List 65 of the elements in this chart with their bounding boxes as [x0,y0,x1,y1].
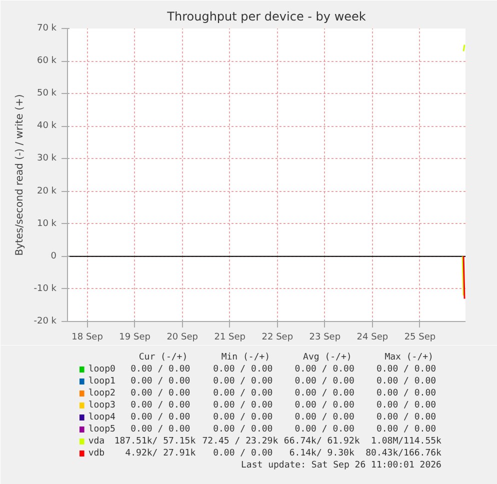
y-tick-label: 0 [50,251,57,262]
text: 0.00 / 0.00 [213,400,273,410]
y-tick-label: 30 k [36,154,58,164]
legend-label: loop0 [88,364,116,374]
y-tick-label: -20 k [34,316,58,326]
text: 0.00 / 0.00 [376,424,436,434]
text: 0.00 / 0.00 [376,388,436,398]
text: 72.45 / 23.29k [202,436,279,446]
text: Cur (-/+) [138,352,188,362]
y-tick-label: 70 k [36,24,58,34]
y-tick-label: 40 k [36,121,58,132]
y-tick-label: 20 k [36,186,58,196]
x-tick-label: 18 Sep [72,332,104,342]
x-tick-label: 20 Sep [166,332,198,342]
y-tick-label: 50 k [36,88,58,99]
y-tick-label: 10 k [36,218,58,229]
y-tick-label: 60 k [36,56,58,66]
legend-label: loop5 [88,424,116,434]
x-tick-label: 25 Sep [404,332,436,342]
text: 80.43k/166.76k [366,448,442,458]
y-tick-label: -10 k [34,284,58,294]
text: 187.51k/ 57.15k [114,436,196,446]
text: 0.00 / 0.00 [130,376,190,386]
text: 0.00 / 0.00 [294,376,354,386]
text: 0.00 / 0.00 [294,388,354,398]
legend-label: vdb [88,448,105,458]
text: 0.00 / 0.00 [213,412,273,422]
text: 0.00 / 0.00 [213,364,273,374]
text: 0.00 / 0.00 [376,400,436,410]
y-axis-title: Bytes/second read (-) / write (+) [14,94,26,256]
text: 0.00 / 0.00 [213,388,273,398]
text: 0.00 / 0.00 [294,424,354,434]
text: 0.00 / 0.00 [130,412,190,422]
text: 0.00 / 0.00 [130,388,190,398]
legend-label: loop1 [88,376,116,386]
x-tick-label: 24 Sep [356,332,388,342]
text: Min (-/+) [221,352,270,362]
text: 0.00 / 0.00 [294,412,354,422]
legend-label: loop3 [88,400,116,410]
text: 1.08M/114.55k [371,436,442,446]
text: 66.74k/ 61.92k [284,436,360,446]
legend-label: loop2 [88,388,116,398]
text: 0.00 / 0.00 [376,412,436,422]
text: Avg (-/+) [303,352,352,362]
text: 0.00 / 0.00 [130,424,190,434]
text: 0.00 / 0.00 [294,364,354,374]
text: 0.00 / 0.00 [294,400,354,410]
text: 0.00 / 0.00 [376,364,436,374]
text: 4.92k/ 27.91k [125,448,196,458]
text: 0.00 / 0.00 [130,400,190,410]
x-tick-label: 21 Sep [214,332,246,342]
text: 0.00 / 0.00 [130,364,190,374]
legend-label: loop4 [88,412,116,422]
x-tick-label: 23 Sep [309,332,341,342]
text: 6.14k/ 9.30k [289,448,355,458]
text: 0.00 / 0.00 [213,376,273,386]
x-tick-label: 22 Sep [262,332,294,342]
x-tick-label: 19 Sep [119,332,151,342]
text: 0.00 / 0.00 [213,448,273,458]
text: Max (-/+) [384,352,434,362]
chart-title: Throughput per device - by week [166,10,366,24]
text: 0.00 / 0.00 [213,424,273,434]
legend-label: vda [88,436,105,446]
text: Last update: Sat Sep 26 11:00:01 2026 [240,460,442,470]
text: 0.00 / 0.00 [376,376,436,386]
